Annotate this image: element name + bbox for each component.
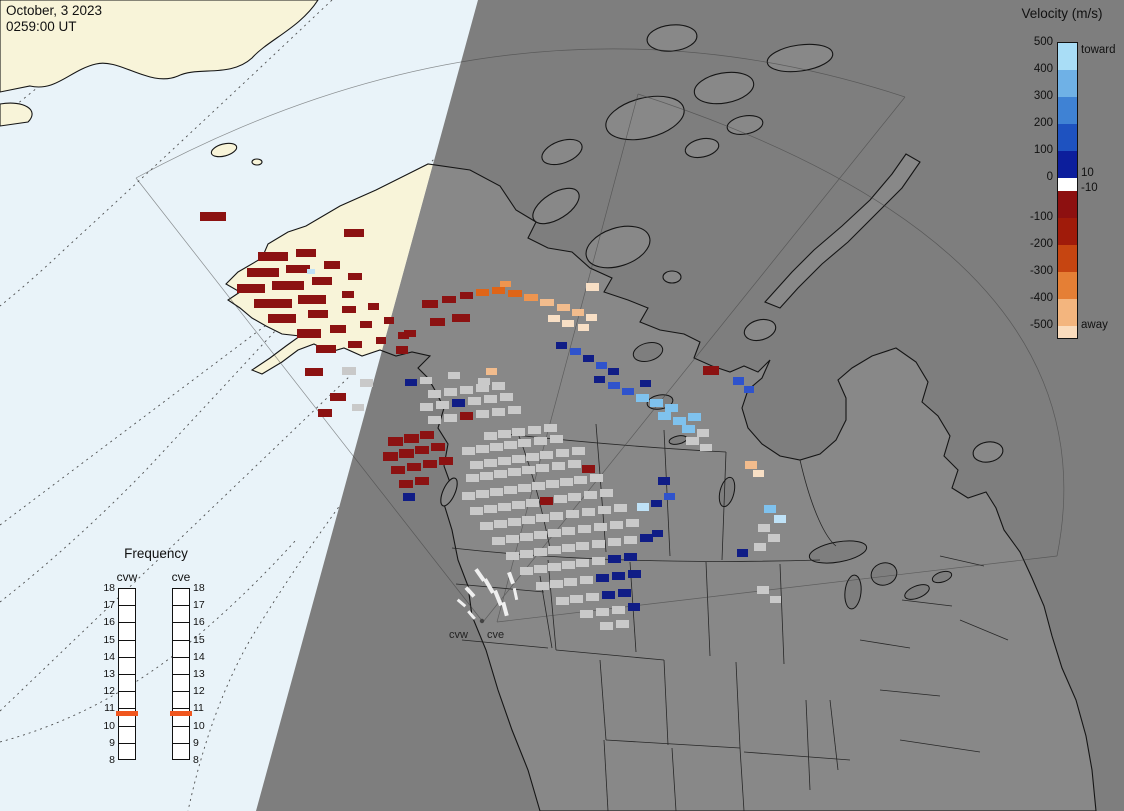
frequency-tick: 13: [193, 668, 205, 680]
colorbar-tick: 400: [1033, 63, 1053, 75]
frequency-tick: 8: [193, 754, 199, 766]
frequency-bar-gridline: [172, 605, 190, 607]
colorbar-segment: [1058, 151, 1077, 178]
frequency-tick: 9: [109, 736, 115, 749]
date-text: October, 3 2023: [6, 3, 103, 18]
colorbar-segment: [1058, 191, 1077, 218]
frequency-bar-gridline: [118, 639, 136, 641]
frequency-marker: [170, 711, 192, 717]
time-text: 0259:00 UT: [6, 18, 77, 34]
radar-site-dot: [479, 618, 485, 624]
colorbar-segment: [1058, 178, 1077, 191]
colorbar-segment: [1058, 272, 1077, 299]
velocity-colorbar: Velocity (m/s) 500 400 300 200 100 0 -100 -200 -…: [1000, 6, 1124, 366]
frequency-bar-gridline: [118, 605, 136, 607]
frequency-tick: 10: [193, 719, 205, 732]
frequency-tick: 10: [103, 719, 115, 732]
colorbar-tick: -200: [1029, 238, 1053, 250]
frequency-bar-gridline: [172, 656, 190, 658]
frequency-tick: 16: [193, 616, 205, 629]
frequency-tick: 15: [193, 633, 205, 646]
colorbar-title: Velocity (m/s): [1021, 6, 1103, 21]
frequency-tick: 14: [193, 650, 205, 663]
frequency-bar-gridline: [172, 708, 190, 710]
colorbar-tick: 200: [1033, 117, 1053, 129]
frequency-bar-gridline: [118, 708, 136, 710]
frequency-radar-name: cvw: [116, 570, 138, 584]
colorbar-tick: -400: [1029, 292, 1053, 304]
frequency-bar-gridline: [172, 691, 190, 693]
frequency-tick: 18: [193, 582, 205, 594]
colorbar-tick: 100: [1033, 144, 1053, 156]
colorbar-tick: 10: [1081, 167, 1094, 179]
frequency-title: Frequency: [124, 546, 188, 561]
frequency-bar-gridline: [118, 674, 136, 675]
radar-site-label-cvw: cvw: [449, 629, 468, 641]
frequency-bar-gridline: [118, 656, 136, 658]
colorbar-segment: [1058, 124, 1077, 151]
colorbar-tick: -300: [1029, 265, 1053, 277]
colorbar-tick: 500: [1033, 36, 1053, 48]
colorbar-tick: toward: [1081, 44, 1116, 56]
frequency-tick: 17: [193, 599, 205, 612]
frequency-radar-name: cve: [171, 570, 191, 584]
frequency-bar-gridline: [172, 639, 190, 641]
colorbar-tick: -100: [1029, 211, 1053, 223]
frequency-bar-gridline: [118, 622, 136, 624]
colorbar-segment: [1058, 218, 1077, 245]
colorbar-tick: away: [1081, 319, 1108, 331]
timestamp-block: October, 3 2023 0259:00 UT: [6, 3, 102, 34]
frequency-bar-gridline: [172, 742, 190, 744]
radar-site-label-cve: cve: [487, 629, 505, 641]
frequency-tick: 9: [193, 736, 199, 749]
frequency-bar-gridline: [118, 742, 136, 744]
frequency-tick: 16: [103, 616, 115, 629]
frequency-tick: 8: [109, 754, 115, 766]
colorbar-gradient: [1057, 42, 1078, 339]
frequency-bar-gridline: [118, 725, 136, 727]
colorbar-tick: -10: [1081, 182, 1098, 194]
frequency-tick: 11: [104, 702, 115, 715]
colorbar-segment: [1058, 70, 1077, 97]
frequency-tick: 13: [103, 668, 115, 680]
colorbar-segment: [1058, 245, 1077, 272]
frequency-marker: [116, 711, 138, 717]
frequency-tick: 12: [193, 685, 205, 698]
frequency-tick: 12: [103, 685, 115, 698]
frequency-tick: 17: [103, 599, 115, 612]
colorbar-segment: [1058, 43, 1077, 70]
frequency-tick: 14: [103, 650, 115, 663]
colorbar-tick: 0: [1046, 171, 1053, 183]
frequency-bar-gridline: [172, 725, 190, 727]
colorbar-segment: [1058, 326, 1077, 338]
frequency-tick: 15: [103, 633, 115, 646]
colorbar-segment: [1058, 97, 1077, 124]
frequency-tick: 11: [193, 702, 204, 715]
colorbar-tick: 300: [1033, 90, 1053, 102]
frequency-tick: 18: [103, 582, 115, 594]
frequency-bar-gridline: [118, 691, 136, 693]
colorbar-segment: [1058, 299, 1077, 326]
frequency-legend: Frequency cvw cve 18 18 17 17 16 16 15 15 14 14 13 13…: [94, 546, 244, 786]
colorbar-tick: -500: [1029, 319, 1053, 331]
frequency-bar-gridline: [172, 622, 190, 624]
frequency-bar-gridline: [172, 674, 190, 675]
